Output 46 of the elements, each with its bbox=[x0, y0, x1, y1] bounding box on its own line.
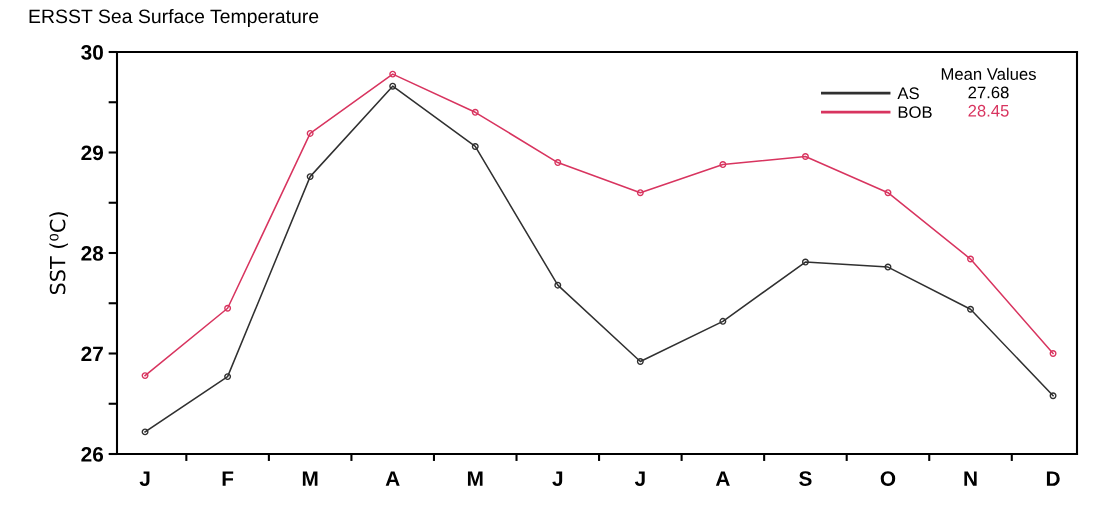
x-tick-label: S bbox=[799, 471, 812, 486]
annotation: 28.45 bbox=[968, 104, 1009, 117]
point bbox=[801, 258, 809, 266]
y-axis-title: SST (⁰C) bbox=[49, 212, 68, 295]
point bbox=[471, 108, 479, 116]
point bbox=[1049, 392, 1057, 400]
y-tick-label: 28 bbox=[81, 246, 104, 261]
point bbox=[719, 317, 727, 325]
x-tick-label: M bbox=[302, 471, 318, 486]
x-tick-label: M bbox=[467, 471, 483, 486]
point bbox=[967, 305, 974, 313]
x-tick-label: A bbox=[715, 471, 730, 486]
point bbox=[389, 70, 397, 78]
chart-title: ERSST Sea Surface Temperature bbox=[29, 8, 319, 28]
point bbox=[1049, 350, 1057, 357]
point bbox=[967, 255, 974, 263]
point bbox=[554, 159, 562, 167]
x-tick-label: D bbox=[1046, 471, 1060, 486]
x-tick-label: A bbox=[385, 471, 400, 486]
point bbox=[389, 82, 397, 90]
point bbox=[719, 161, 727, 169]
y-tick-label: 29 bbox=[81, 145, 104, 161]
y-tick-label: 30 bbox=[81, 45, 103, 60]
y-tick-label: 26 bbox=[81, 447, 104, 462]
point bbox=[636, 358, 644, 366]
legend-label: BOB bbox=[898, 106, 932, 119]
point bbox=[884, 189, 892, 197]
legend-label: AS bbox=[897, 87, 919, 100]
legend-title: Mean Values bbox=[941, 67, 1036, 80]
annotation: 27.68 bbox=[968, 86, 1009, 99]
point bbox=[141, 372, 149, 380]
point bbox=[224, 373, 232, 381]
point bbox=[801, 153, 809, 160]
point bbox=[306, 173, 314, 181]
point bbox=[554, 281, 562, 289]
point bbox=[636, 189, 644, 197]
y-tick-label: 27 bbox=[81, 346, 103, 362]
x-tick-label: O bbox=[880, 471, 896, 486]
x-tick-label: J bbox=[139, 471, 150, 486]
point bbox=[224, 304, 232, 312]
point bbox=[471, 142, 479, 150]
x-tick-label: N bbox=[964, 471, 977, 486]
x-tick-label: J bbox=[634, 471, 645, 486]
x-tick-label: F bbox=[222, 471, 234, 486]
x-tick-label: J bbox=[552, 471, 563, 486]
point bbox=[306, 129, 314, 137]
